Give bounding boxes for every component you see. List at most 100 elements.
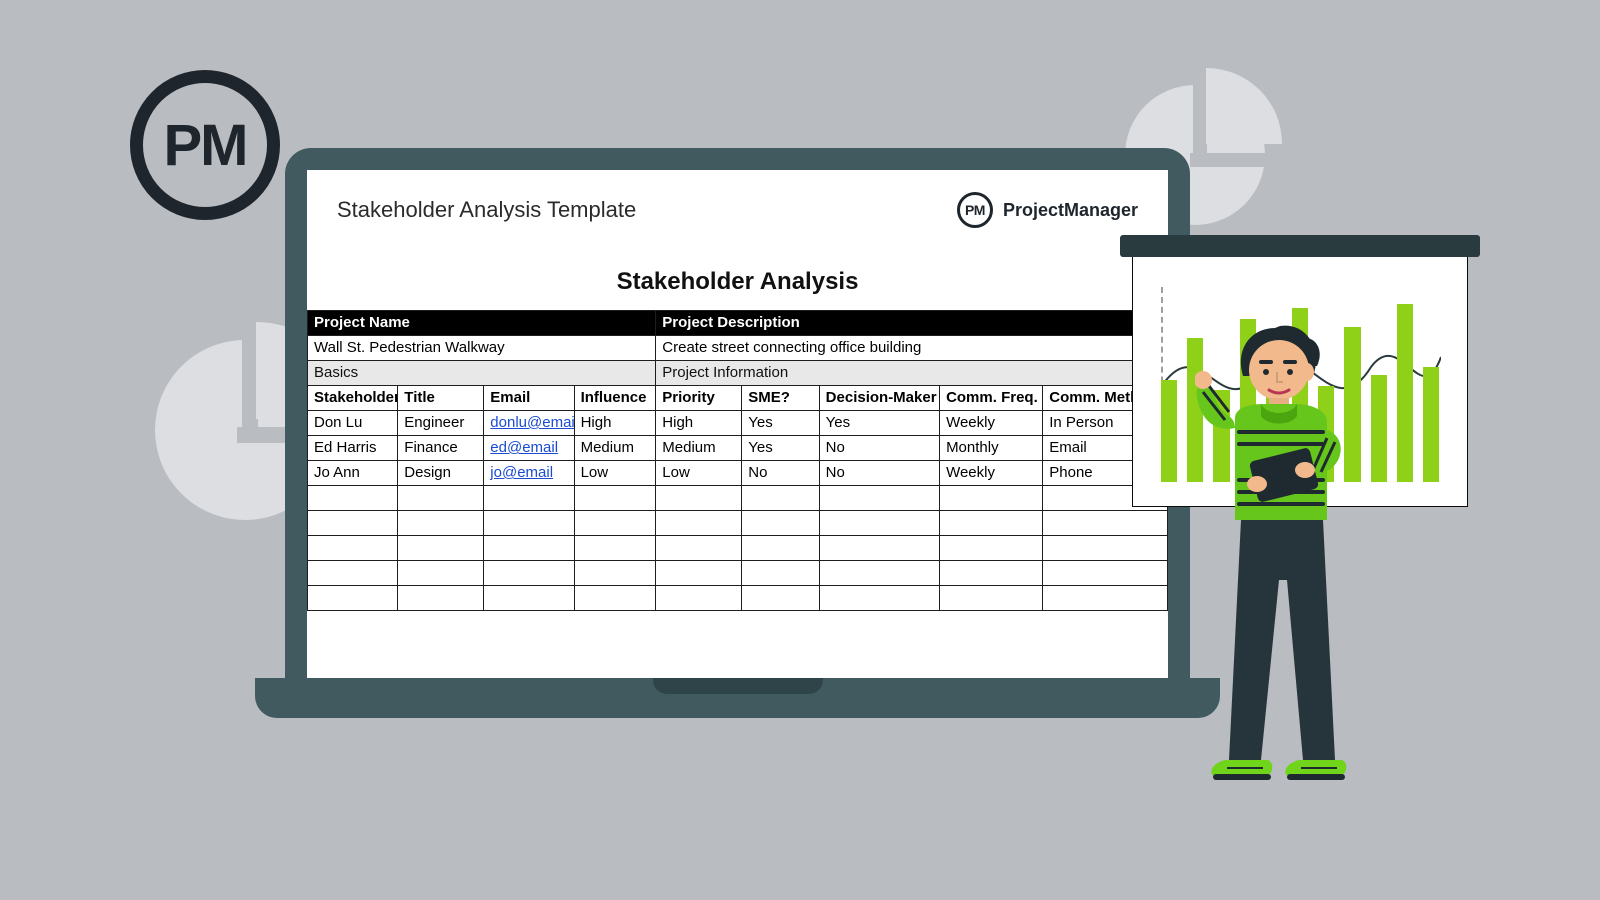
cell-empty[interactable] [574, 511, 656, 536]
cell-sme[interactable]: Yes [742, 436, 819, 461]
cell-priority[interactable]: Low [656, 461, 742, 486]
project-desc-cell[interactable]: Create street connecting office building [656, 336, 1168, 361]
cell-sme[interactable]: No [742, 461, 819, 486]
cell-email[interactable]: ed@email [484, 436, 574, 461]
cell-empty[interactable] [742, 536, 819, 561]
cell-empty[interactable] [940, 511, 1043, 536]
column-header: Influence [574, 386, 656, 411]
chart-bar [1423, 367, 1439, 482]
project-name-cell[interactable]: Wall St. Pedestrian Walkway [308, 336, 656, 361]
cell-empty[interactable] [308, 561, 398, 586]
table-row-empty [308, 536, 1168, 561]
laptop-base [255, 678, 1220, 718]
cell-empty[interactable] [742, 511, 819, 536]
cell-empty[interactable] [484, 536, 574, 561]
person-illustration [1195, 320, 1395, 800]
project-desc-header: Project Description [656, 311, 1168, 336]
table-row-empty [308, 511, 1168, 536]
cell-empty[interactable] [656, 536, 742, 561]
cell-empty[interactable] [574, 536, 656, 561]
cell-freq[interactable]: Monthly [940, 436, 1043, 461]
cell-empty[interactable] [398, 561, 484, 586]
cell-dm[interactable]: Yes [819, 411, 939, 436]
cell-priority[interactable]: Medium [656, 436, 742, 461]
cell-empty[interactable] [398, 536, 484, 561]
cell-empty[interactable] [819, 536, 939, 561]
cell-empty[interactable] [940, 561, 1043, 586]
cell-empty[interactable] [1043, 561, 1168, 586]
cell-empty[interactable] [656, 586, 742, 611]
cell-empty[interactable] [940, 586, 1043, 611]
table-row-empty [308, 561, 1168, 586]
pm-logo-badge: PM [130, 70, 280, 220]
section-info: Project Information [656, 361, 1168, 386]
column-header-row: StakeholderTitleEmailInfluencePrioritySM… [308, 386, 1168, 411]
cell-empty[interactable] [574, 486, 656, 511]
cell-stakeholder[interactable]: Jo Ann [308, 461, 398, 486]
brand-icon: PM [957, 192, 993, 228]
column-header: Stakeholder [308, 386, 398, 411]
cell-empty[interactable] [819, 486, 939, 511]
cell-email[interactable]: jo@email [484, 461, 574, 486]
laptop-notch [653, 678, 823, 694]
cell-influence[interactable]: High [574, 411, 656, 436]
table-row: Ed HarrisFinanceed@emailMediumMediumYesN… [308, 436, 1168, 461]
stakeholder-table: Project Name Project Description Wall St… [307, 310, 1168, 611]
cell-empty[interactable] [742, 561, 819, 586]
column-header: Decision-Maker [819, 386, 939, 411]
cell-priority[interactable]: High [656, 411, 742, 436]
column-header: Priority [656, 386, 742, 411]
cell-empty[interactable] [484, 561, 574, 586]
table-row-empty [308, 586, 1168, 611]
cell-empty[interactable] [484, 511, 574, 536]
cell-empty[interactable] [308, 536, 398, 561]
cell-empty[interactable] [656, 561, 742, 586]
cell-title[interactable]: Finance [398, 436, 484, 461]
email-link[interactable]: ed@email [490, 439, 558, 456]
document-heading: Stakeholder Analysis [307, 238, 1168, 310]
cell-empty[interactable] [1043, 511, 1168, 536]
cell-empty[interactable] [308, 511, 398, 536]
column-header: SME? [742, 386, 819, 411]
cell-empty[interactable] [819, 561, 939, 586]
cell-sme[interactable]: Yes [742, 411, 819, 436]
cell-empty[interactable] [656, 511, 742, 536]
cell-empty[interactable] [656, 486, 742, 511]
laptop-bezel: Stakeholder Analysis Template PM Project… [285, 148, 1190, 678]
laptop-screen: Stakeholder Analysis Template PM Project… [307, 170, 1168, 678]
table-row: Jo AnnDesignjo@emailLowLowNoNoWeeklyPhon… [308, 461, 1168, 486]
cell-dm[interactable]: No [819, 436, 939, 461]
cell-email[interactable]: donlu@email [484, 411, 574, 436]
table-row-empty [308, 486, 1168, 511]
cell-influence[interactable]: Medium [574, 436, 656, 461]
cell-title[interactable]: Engineer [398, 411, 484, 436]
cell-empty[interactable] [574, 561, 656, 586]
cell-empty[interactable] [940, 536, 1043, 561]
cell-freq[interactable]: Weekly [940, 411, 1043, 436]
cell-empty[interactable] [398, 586, 484, 611]
cell-empty[interactable] [398, 486, 484, 511]
cell-empty[interactable] [484, 486, 574, 511]
cell-title[interactable]: Design [398, 461, 484, 486]
cell-stakeholder[interactable]: Don Lu [308, 411, 398, 436]
cell-empty[interactable] [819, 511, 939, 536]
cell-stakeholder[interactable]: Ed Harris [308, 436, 398, 461]
cell-freq[interactable]: Weekly [940, 461, 1043, 486]
cell-empty[interactable] [398, 511, 484, 536]
cell-empty[interactable] [308, 586, 398, 611]
cell-influence[interactable]: Low [574, 461, 656, 486]
section-row: Basics Project Information [308, 361, 1168, 386]
email-link[interactable]: jo@email [490, 464, 553, 481]
cell-empty[interactable] [484, 586, 574, 611]
cell-empty[interactable] [308, 486, 398, 511]
cell-empty[interactable] [819, 586, 939, 611]
cell-empty[interactable] [1043, 586, 1168, 611]
cell-empty[interactable] [742, 586, 819, 611]
cell-empty[interactable] [1043, 536, 1168, 561]
brand-lockup: PM ProjectManager [957, 192, 1138, 228]
email-link[interactable]: donlu@email [490, 414, 574, 431]
cell-empty[interactable] [574, 586, 656, 611]
cell-empty[interactable] [940, 486, 1043, 511]
cell-dm[interactable]: No [819, 461, 939, 486]
cell-empty[interactable] [742, 486, 819, 511]
